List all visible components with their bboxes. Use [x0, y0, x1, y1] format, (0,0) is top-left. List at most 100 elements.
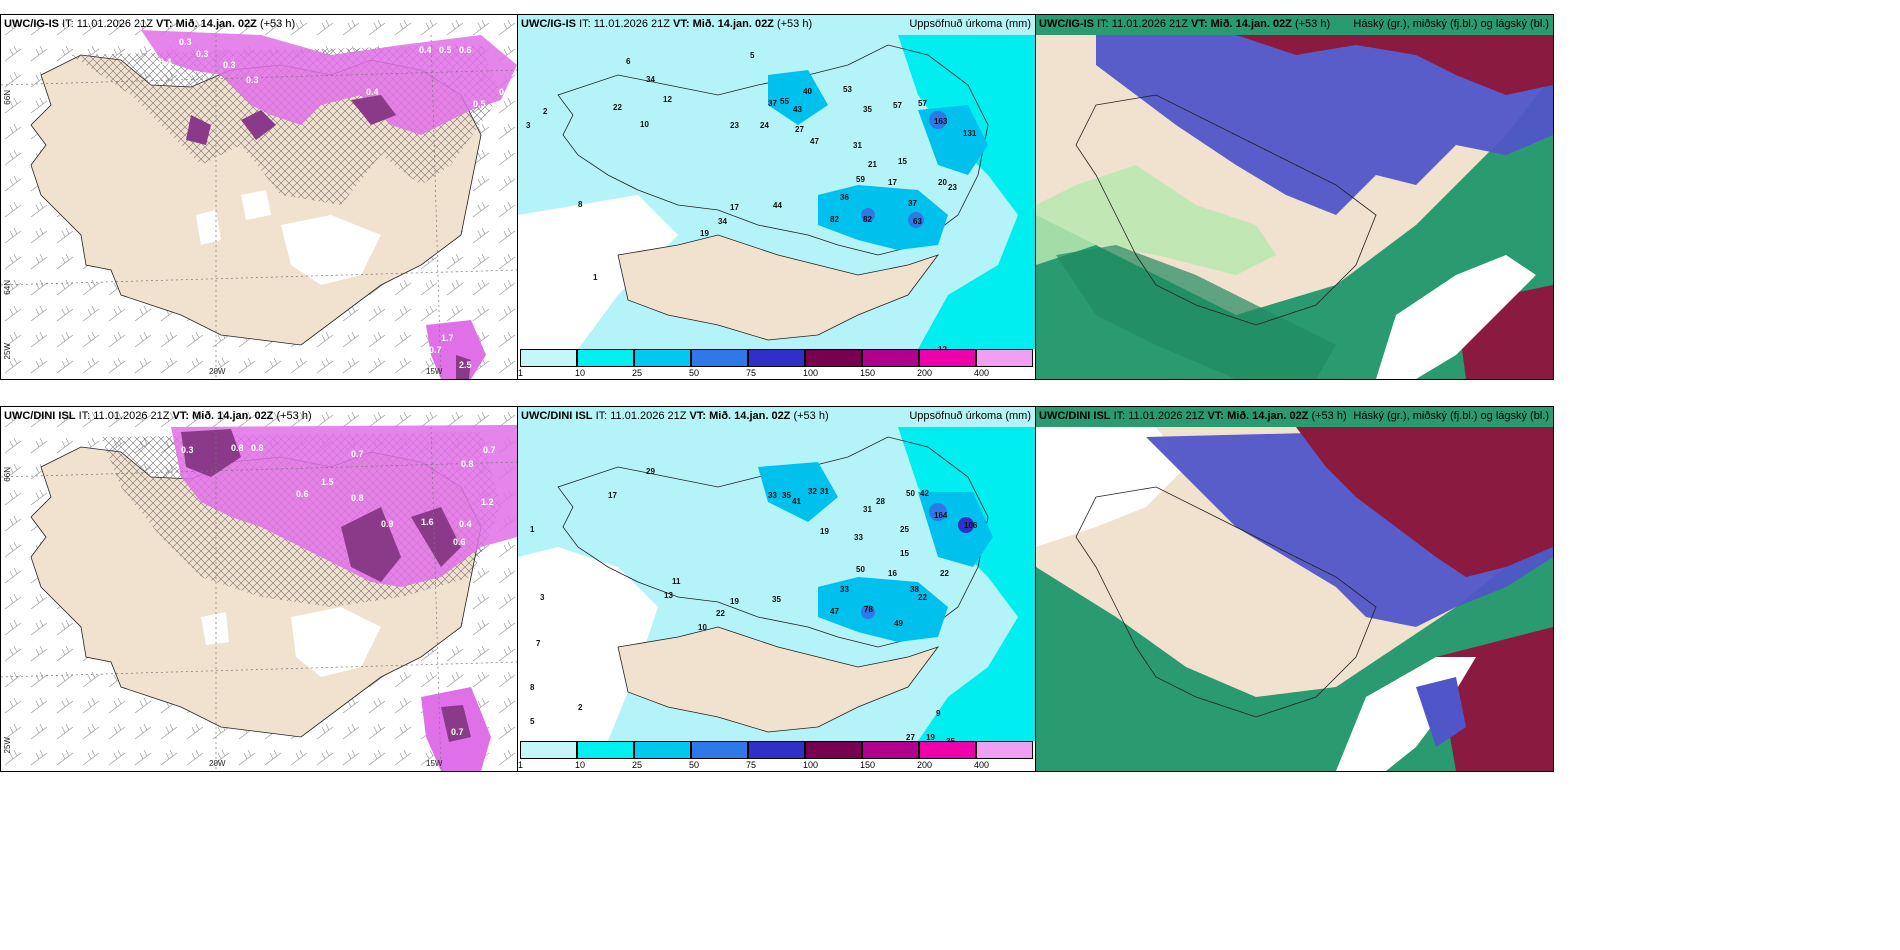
precip-value: 16 — [888, 569, 897, 578]
snow-map-svg — [1, 407, 517, 771]
precip-legend-ticks: 1 10 25 50 75 100 150 200 400 — [518, 368, 1033, 379]
precip-value: 55 — [780, 97, 789, 106]
legend-swatch — [805, 349, 862, 367]
panel-field-label: Uppsöfnuð úrkoma (mm) — [909, 18, 1031, 30]
precip-value: 17 — [730, 203, 739, 212]
map-panel-precip-bottom: UWC/DINI ISL IT: 11.01.2026 21Z VT: Mið.… — [517, 406, 1036, 772]
valid-time: VT: Mið. 14.jan. 02Z — [1207, 410, 1309, 422]
lead-time: (+53 h) — [793, 410, 829, 422]
precip-value: 2 — [543, 107, 548, 116]
panel-title: UWC/DINI ISL IT: 11.01.2026 21Z VT: Mið.… — [1036, 407, 1553, 427]
snow-value: 1.6 — [421, 517, 434, 527]
precip-value: 27 — [795, 125, 804, 134]
legend-swatch — [919, 349, 976, 367]
precip-value: 6 — [626, 57, 631, 66]
precip-value: 34 — [646, 75, 655, 84]
snow-value: 0.3 — [246, 75, 259, 85]
snow-value: 0.8 — [351, 493, 364, 503]
precip-value: 22 — [716, 609, 725, 618]
lead-time: (+53 h) — [259, 18, 296, 30]
precip-value: 33 — [768, 491, 777, 500]
model-name: UWC/DINI ISL — [1039, 410, 1111, 422]
panel-title: UWC/IG-IS IT: 11.01.2026 21Z VT: Mið. 14… — [1, 15, 517, 35]
legend-swatch — [748, 349, 805, 367]
precip-value: 15 — [898, 157, 907, 166]
glacier — [281, 215, 381, 285]
init-time: IT: 11.01.2026 21Z — [1113, 410, 1205, 422]
precip-value: 5 — [750, 51, 755, 60]
precip-value: 59 — [856, 175, 865, 184]
lat-label-64n: 64N — [3, 280, 12, 295]
precip-value: 44 — [773, 201, 782, 210]
precip-value: 47 — [810, 137, 819, 146]
snow-value: 0.4 — [499, 87, 512, 97]
cloud-map-svg — [1036, 15, 1553, 379]
panel-field-label: Háský (gr.), miðský (fj.bl.) og lágský (… — [1353, 18, 1549, 30]
precip-value: 8 — [530, 683, 535, 692]
legend-swatch — [976, 349, 1033, 367]
precip-legend: 1 10 25 50 75 100 150 200 400 — [518, 349, 1035, 379]
snow-value: 0.4 — [419, 45, 432, 55]
legend-swatch — [862, 741, 919, 759]
snow-value: 1.2 — [481, 497, 494, 507]
legend-tick-label: 10 — [575, 368, 586, 378]
precip-value: 13 — [664, 591, 673, 600]
precip-value: 25 — [900, 525, 909, 534]
model-name: UWC/IG-IS — [1039, 18, 1094, 30]
snow-value: 0.7 — [451, 727, 464, 737]
precip-legend-bar — [520, 741, 1033, 759]
legend-tick-label: 10 — [575, 760, 586, 770]
panel-title: UWC/DINI ISL IT: 11.01.2026 21Z VT: Mið.… — [1, 407, 517, 427]
legend-tick-label: 50 — [689, 760, 700, 770]
snow-value: 0.3 — [179, 37, 192, 47]
precip-legend-bar — [520, 349, 1033, 367]
legend-tick-label: 1 — [518, 760, 524, 770]
legend-tick-label: 100 — [803, 368, 819, 378]
lat-label-66n: 66N — [3, 467, 12, 482]
precip-value: 10 — [698, 623, 707, 632]
legend-tick-label: 400 — [974, 760, 990, 770]
precip-value: 31 — [820, 487, 829, 496]
lon-label-20w: 20W — [209, 367, 226, 376]
snow-value: 0.4 — [366, 87, 379, 97]
precip-value: 43 — [793, 105, 802, 114]
precip-value: 28 — [876, 497, 885, 506]
precip-value: 3 — [540, 593, 545, 602]
snow-value: 1.5 — [321, 477, 334, 487]
legend-tick-label: 200 — [917, 368, 933, 378]
snow-value: 0.3 — [223, 60, 236, 70]
legend-tick-label: 150 — [860, 760, 876, 770]
panel-field-label: Háský (gr.), miðský (fj.bl.) og lágský (… — [1353, 410, 1549, 422]
lead-time: (+53 h) — [276, 410, 312, 422]
precip-map-svg — [518, 15, 1035, 349]
legend-tick-label: 75 — [746, 760, 757, 770]
precip-value: 2 — [578, 703, 583, 712]
legend-swatch — [577, 741, 634, 759]
precip-value: 10 — [640, 120, 649, 129]
precip-value: 20 — [938, 178, 947, 187]
precip-value: 22 — [918, 593, 927, 602]
snow-value: 0.3 — [196, 49, 209, 59]
precip-value: 8 — [578, 200, 583, 209]
model-name: UWC/DINI ISL — [4, 410, 76, 422]
snow-value: 0.3 — [181, 445, 194, 455]
legend-swatch — [748, 741, 805, 759]
init-time: IT: 11.01.2026 21Z — [62, 18, 153, 30]
snow-value: 0.6 — [453, 537, 466, 547]
precip-value: 12 — [663, 95, 672, 104]
legend-tick-label: 150 — [860, 368, 876, 378]
init-time: IT: 11.01.2026 21Z — [1097, 18, 1188, 30]
precip-value: 21 — [868, 160, 877, 169]
model-name: UWC/IG-IS — [4, 18, 59, 30]
snow-value: 0.5 — [439, 45, 452, 55]
snow-value: 2.5 — [459, 360, 472, 370]
precip-value: 23 — [730, 121, 739, 130]
snow-value: 0.9 — [381, 519, 394, 529]
precip-value: 106 — [964, 521, 978, 530]
precip-value: 82 — [863, 215, 872, 224]
precip-value: 35 — [782, 491, 791, 500]
precip-value: 17 — [608, 491, 617, 500]
precip-value: 1 — [530, 525, 535, 534]
panel-field-label: Uppsöfnuð úrkoma (mm) — [909, 410, 1031, 422]
snow-value: 0.7 — [429, 345, 442, 355]
